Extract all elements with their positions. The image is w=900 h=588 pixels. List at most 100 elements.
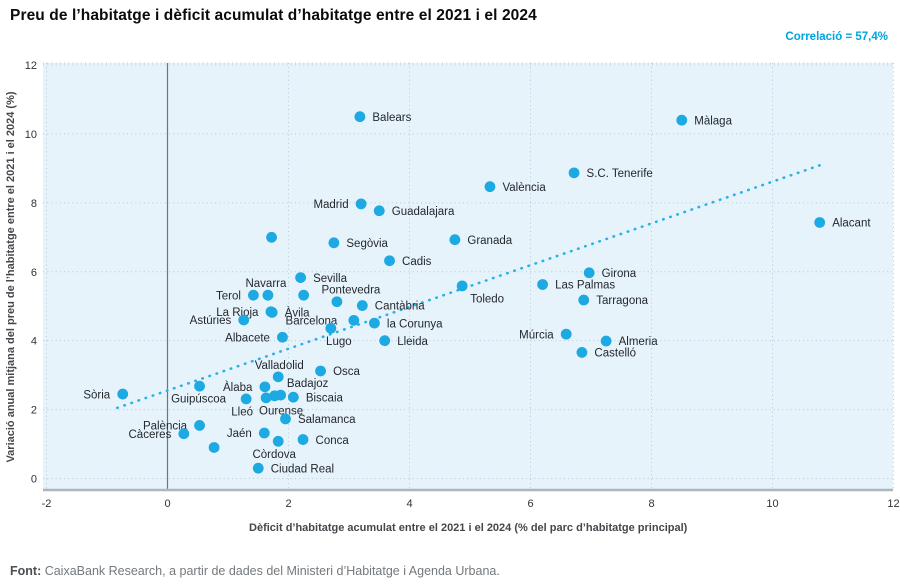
data-point-label: Castelló bbox=[594, 348, 636, 360]
correlation-value: Correlació = 57,4% bbox=[785, 31, 888, 43]
x-tick-label: 8 bbox=[648, 498, 654, 510]
data-point-label: Astúries bbox=[190, 315, 232, 327]
data-point-label: Àlaba bbox=[223, 381, 253, 394]
data-point-label: Granada bbox=[467, 235, 512, 247]
x-tick-label: -2 bbox=[42, 498, 52, 510]
data-point-dot bbox=[576, 346, 588, 358]
data-point-label: Àvila bbox=[285, 307, 311, 320]
data-point-dot bbox=[568, 167, 580, 179]
data-point-label: Osca bbox=[333, 366, 360, 378]
y-tick-label: 2 bbox=[31, 405, 37, 417]
data-point-label: Almeria bbox=[619, 336, 659, 348]
data-point-dot bbox=[328, 237, 340, 249]
data-point-label: Guadalajara bbox=[392, 206, 455, 218]
source-note: Font: CaixaBank Research, a partir de da… bbox=[10, 564, 500, 578]
data-point-dot bbox=[238, 314, 250, 326]
data-point-dot bbox=[373, 205, 385, 217]
data-point-label: Ciudad Real bbox=[271, 463, 334, 475]
data-point-dot bbox=[814, 217, 826, 228]
data-point-label: Valladolid bbox=[255, 360, 304, 372]
data-point-dot bbox=[356, 300, 368, 311]
data-point-dot bbox=[348, 314, 360, 326]
data-point-dot bbox=[331, 296, 343, 308]
data-point-dot bbox=[369, 317, 380, 329]
data-point-dot bbox=[258, 427, 270, 439]
data-point-label: Pontevedra bbox=[321, 285, 380, 297]
data-point-dot bbox=[266, 307, 278, 318]
chart-title: Preu de l’habitatge i dèficit acumulat d… bbox=[10, 7, 537, 24]
scatter-chart: 0 2 4 6 8 10 12 -2 0 2 4 6 8 10 12 Dèficit d’habitatge … bbox=[5, 60, 900, 534]
x-tick-label: 0 bbox=[164, 498, 170, 510]
data-point-dot bbox=[297, 434, 309, 445]
data-point-label: Múrcia bbox=[519, 329, 554, 341]
data-point-dot bbox=[676, 114, 688, 126]
data-point-dot bbox=[277, 331, 288, 343]
data-point-dot bbox=[379, 335, 391, 347]
y-tick-label: 4 bbox=[31, 336, 37, 348]
data-point-label: Las Palmas bbox=[555, 280, 615, 292]
data-point-label: Badajoz bbox=[287, 378, 329, 390]
data-point-dot bbox=[269, 390, 280, 402]
data-point-dot bbox=[315, 365, 326, 377]
data-point-dot bbox=[272, 435, 284, 447]
data-point-label: La Rioja bbox=[216, 307, 259, 319]
y-tick-label: 0 bbox=[31, 474, 37, 486]
data-point-label: Cantàbria bbox=[375, 301, 425, 313]
data-point-dot bbox=[578, 294, 590, 306]
data-point-dot bbox=[272, 371, 284, 383]
data-point-dot bbox=[583, 267, 595, 279]
data-point-dot bbox=[287, 391, 299, 403]
x-tick-label: 4 bbox=[406, 498, 412, 510]
data-point-dot bbox=[208, 442, 220, 453]
data-point-dot bbox=[384, 255, 395, 267]
data-point-dot bbox=[117, 388, 129, 400]
data-point-dot bbox=[298, 289, 310, 301]
data-point-dot bbox=[259, 381, 271, 393]
data-point-dot bbox=[295, 272, 306, 284]
x-axis-title: Dèficit d’habitatge acumulat entre el 20… bbox=[249, 522, 688, 534]
x-tick-label: 2 bbox=[285, 498, 291, 510]
data-point-dot bbox=[354, 111, 366, 123]
data-point-label: Màlaga bbox=[694, 115, 732, 127]
data-point-label: Toledo bbox=[470, 293, 504, 305]
x-tick-label: 10 bbox=[766, 498, 778, 510]
data-point-label: Lleó bbox=[231, 406, 253, 418]
data-point-label: S.C. Tenerife bbox=[587, 168, 653, 180]
data-point-label: Ourense bbox=[259, 405, 303, 417]
data-point-label: Terol bbox=[216, 290, 241, 302]
data-point-label: Lugo bbox=[326, 336, 352, 348]
data-point-label: Conca bbox=[316, 435, 350, 447]
data-point-label: Navarra bbox=[245, 278, 287, 290]
data-point-label: Lleida bbox=[397, 336, 428, 348]
data-point-dot bbox=[262, 289, 274, 301]
data-point-label: Girona bbox=[602, 268, 637, 280]
data-point-label: Barcelona bbox=[286, 316, 338, 328]
data-point-label: Còrdova bbox=[252, 449, 296, 461]
data-point-dot bbox=[248, 289, 259, 301]
data-point-dot bbox=[266, 231, 277, 243]
data-point-label: Jaén bbox=[227, 428, 252, 440]
data-point-label: Segòvia bbox=[346, 238, 388, 250]
data-point-label: Madrid bbox=[313, 199, 348, 211]
y-tick-label: 12 bbox=[25, 60, 37, 72]
source-label: Font: bbox=[10, 564, 42, 578]
data-point-dot bbox=[484, 181, 496, 193]
data-point-dot bbox=[355, 198, 367, 210]
plot-svg: 0 2 4 6 8 10 12 -2 0 2 4 6 8 10 12 Dèficit d’habitatge … bbox=[5, 60, 900, 534]
data-point-dot bbox=[260, 392, 272, 404]
data-point-label: Palència bbox=[143, 421, 188, 433]
data-point-dot bbox=[280, 413, 291, 425]
data-point-dot bbox=[456, 280, 468, 292]
y-tick-label: 10 bbox=[25, 129, 37, 141]
data-point-dot bbox=[600, 335, 612, 347]
data-point-dot bbox=[178, 428, 190, 440]
y-tick-label: 6 bbox=[31, 267, 37, 279]
data-point-label: Biscaia bbox=[306, 392, 344, 404]
data-point-dot bbox=[252, 462, 264, 474]
data-point-dot bbox=[240, 393, 252, 405]
data-point-label: València bbox=[502, 182, 546, 194]
data-point-dot bbox=[325, 322, 337, 334]
data-point-label: Salamanca bbox=[298, 414, 356, 426]
data-point-label: Alacant bbox=[832, 218, 871, 230]
data-point-dot bbox=[194, 420, 205, 431]
